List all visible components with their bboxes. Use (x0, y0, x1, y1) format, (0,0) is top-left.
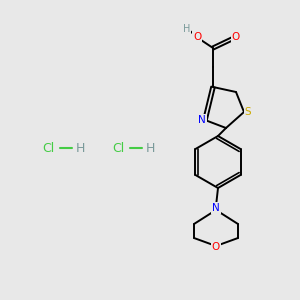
Text: N: N (198, 115, 206, 125)
Text: S: S (245, 107, 251, 117)
Text: N: N (212, 203, 220, 213)
Text: O: O (232, 32, 240, 42)
Text: O: O (212, 242, 220, 252)
Text: Cl: Cl (112, 142, 124, 154)
Text: O: O (193, 32, 201, 42)
Text: H: H (75, 142, 85, 154)
Text: H: H (145, 142, 155, 154)
Text: Cl: Cl (42, 142, 54, 154)
Text: H: H (183, 24, 191, 34)
